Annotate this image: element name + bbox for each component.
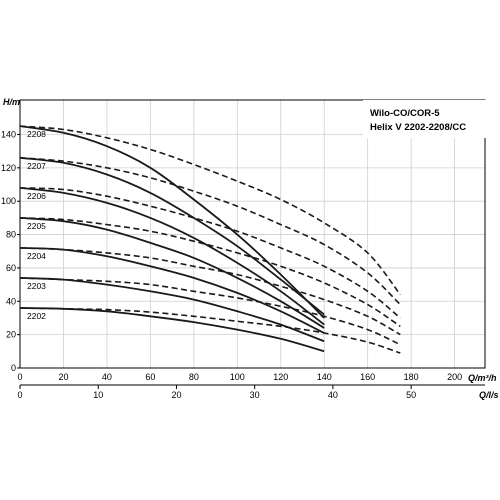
y-tick-label: 40 (6, 296, 16, 306)
y-tick-label: 140 (1, 129, 16, 139)
x-axis-label: Q/m³/h (468, 373, 497, 383)
x2-tick-label: 40 (328, 390, 338, 400)
curve-2204-dashed (19, 247, 401, 336)
x-tick-label: 100 (230, 372, 245, 382)
curve-2208-dashed (19, 125, 401, 296)
x-tick-label: 140 (317, 372, 332, 382)
series-label-2205: 2205 (27, 221, 46, 231)
plot-frame (19, 99, 486, 369)
x2-axis-label: Q/l/s (479, 390, 499, 400)
curve-2208-solid (19, 125, 325, 319)
curve-2206-solid (19, 187, 325, 326)
y-tick-label: 60 (6, 263, 16, 273)
x2-tick-label: 50 (406, 390, 416, 400)
series-labels: 2208 2207 2206 2205 2204 2203 2202 (27, 129, 46, 321)
y-tick-label: 20 (6, 330, 16, 340)
y-tick-label: 120 (1, 163, 16, 173)
tick-labels: 0 20 40 60 80 100 120 140 160 180 2000204060801001… (1, 129, 462, 400)
x-tick-label: 180 (404, 372, 419, 382)
curve-2207-dashed (19, 157, 401, 306)
curve-2202-dashed (19, 307, 401, 354)
title-line-2: Helix V 2202-2208/CC (370, 122, 466, 133)
x-tick-label: 160 (360, 372, 375, 382)
curves (19, 125, 401, 354)
title-box-background (363, 100, 487, 138)
axes (19, 99, 486, 386)
series-label-2206: 2206 (27, 191, 46, 201)
curve-2203-solid (19, 277, 325, 343)
series-label-2203: 2203 (27, 281, 46, 291)
x2-tick-label: 20 (171, 390, 181, 400)
x-tick-label: 0 (17, 372, 22, 382)
y-tick-label: 0 (11, 363, 16, 373)
series-label-2204: 2204 (27, 251, 46, 261)
x-tick-label: 200 (447, 372, 462, 382)
y-tick-label: 100 (1, 196, 16, 206)
x2-tick-label: 10 (93, 390, 103, 400)
series-label-2202: 2202 (27, 311, 46, 321)
x2-tick-label: 30 (250, 390, 260, 400)
series-label-2208: 2208 (27, 129, 46, 139)
x-tick-label: 40 (102, 372, 112, 382)
curve-2205-solid (19, 217, 325, 329)
curve-2206-dashed (19, 187, 401, 319)
curve-2207-solid (19, 156, 325, 316)
x-tick-label: 20 (58, 372, 68, 382)
curve-2202-solid (19, 307, 325, 353)
x-tick-label: 120 (273, 372, 288, 382)
series-label-2207: 2207 (27, 161, 46, 171)
y-axis-label: H/m (3, 97, 20, 107)
curve-2204-solid (19, 247, 325, 334)
curve-2205-dashed (19, 217, 401, 327)
y-tick-label: 80 (6, 230, 16, 240)
x-tick-label: 60 (145, 372, 155, 382)
title-line-1: Wilo-CO/COR-5 (370, 108, 440, 119)
x-tick-label: 80 (189, 372, 199, 382)
x2-tick-label: 0 (17, 390, 22, 400)
title-box: Wilo-CO/COR-5 Helix V 2202-2208/CC (363, 100, 487, 138)
